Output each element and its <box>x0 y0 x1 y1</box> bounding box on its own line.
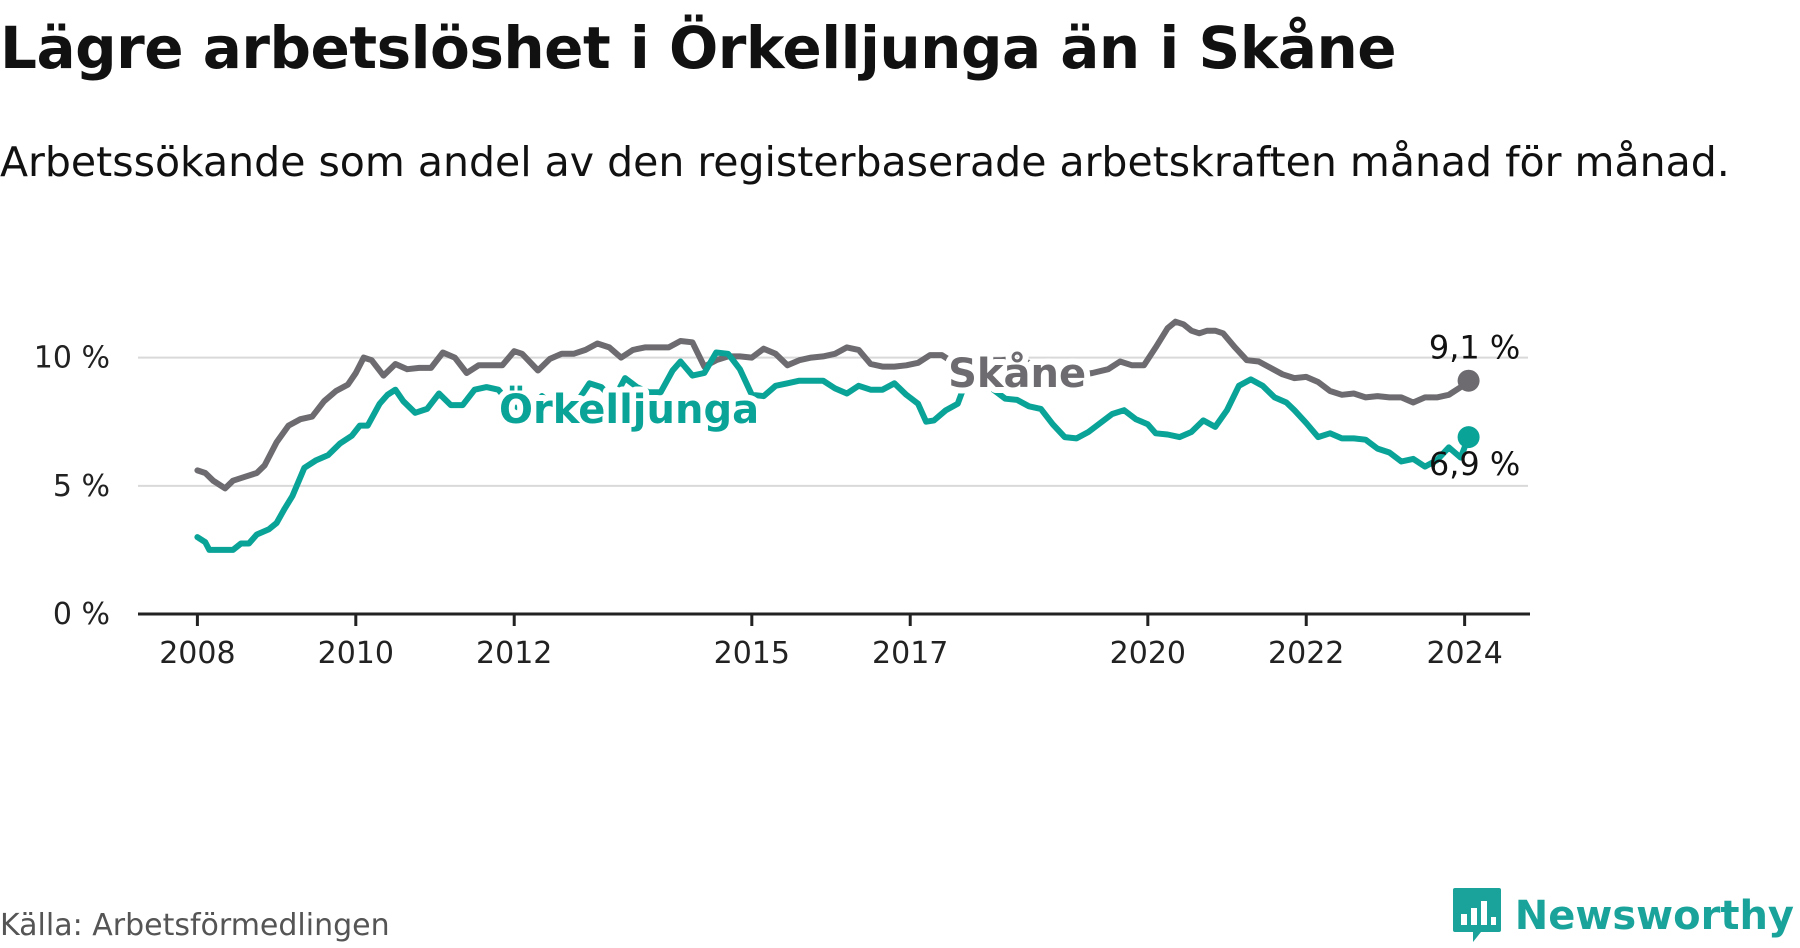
x-tick-label-2012: 2012 <box>476 636 552 671</box>
series-label-skane: Skåne <box>948 350 1086 397</box>
series-lines <box>194 318 1480 553</box>
gridlines <box>138 356 1528 487</box>
end-marker-skane <box>1457 369 1480 392</box>
y-axis-tick-labels: 0 % 5 % 10 % <box>34 341 110 632</box>
series-line-skane <box>194 318 1472 492</box>
x-tick-label-2020: 2020 <box>1110 636 1186 671</box>
chart-subtitle: Arbetssökande som andel av den registerb… <box>0 138 1730 186</box>
newsworthy-logo: Newsworthy <box>1451 886 1794 946</box>
x-tick-label-2024: 2024 <box>1426 636 1502 671</box>
y-tick-label-5: 5 % <box>53 469 110 504</box>
source-note: Källa: Arbetsförmedlingen <box>0 908 390 943</box>
bar-chart-speech-bubble-icon <box>1452 888 1501 942</box>
y-tick-label-10: 10 % <box>34 341 110 376</box>
x-tick-label-2022: 2022 <box>1268 636 1344 671</box>
end-value-label-skane: 9,1 % <box>1429 329 1520 367</box>
x-tick-label-2008: 2008 <box>159 636 235 671</box>
brand-name: Newsworthy <box>1514 893 1794 939</box>
end-marker-orkelljunga <box>1457 426 1480 449</box>
end-value-label-orkelljunga: 6,9 % <box>1429 445 1520 483</box>
chart-title: Lägre arbetslöshet i Örkelljunga än i Sk… <box>0 14 1397 82</box>
series-line-orkelljunga <box>194 349 1472 553</box>
x-tick-label-2015: 2015 <box>714 636 790 671</box>
x-tick-label-2010: 2010 <box>318 636 394 671</box>
series-labels: 9,1 % Skåne 6,9 % Örkelljunga <box>493 329 1520 483</box>
x-axis: 2008 2010 2012 2015 2017 2020 2022 2024 <box>138 612 1530 671</box>
y-tick-label-0: 0 % <box>53 597 110 632</box>
x-tick-label-2017: 2017 <box>872 636 948 671</box>
series-label-orkelljunga: Örkelljunga <box>499 385 759 433</box>
